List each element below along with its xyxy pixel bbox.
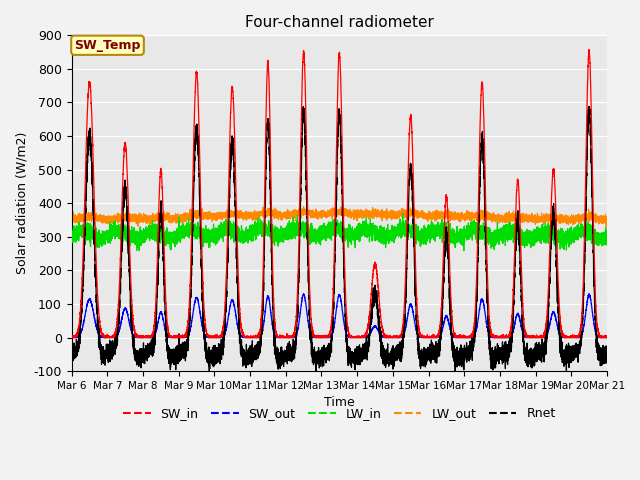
Text: SW_Temp: SW_Temp	[74, 39, 141, 52]
Y-axis label: Solar radiation (W/m2): Solar radiation (W/m2)	[15, 132, 28, 275]
X-axis label: Time: Time	[324, 396, 355, 409]
Title: Four-channel radiometer: Four-channel radiometer	[245, 15, 434, 30]
Legend: SW_in, SW_out, LW_in, LW_out, Rnet: SW_in, SW_out, LW_in, LW_out, Rnet	[118, 402, 561, 425]
